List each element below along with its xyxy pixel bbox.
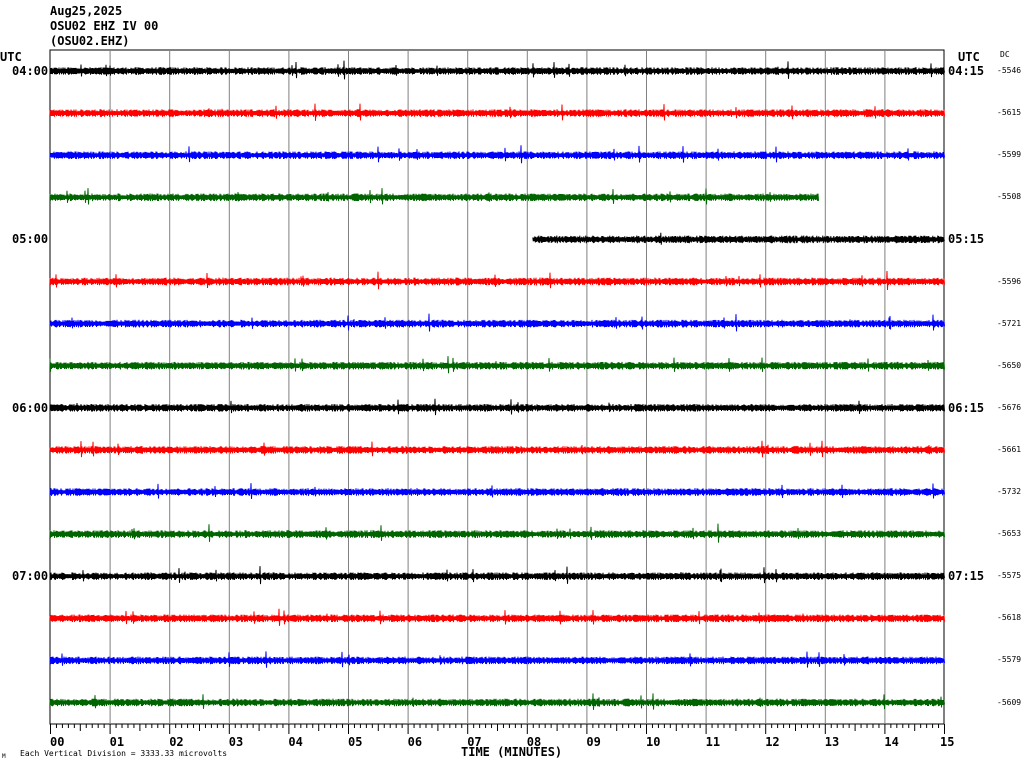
x-tick-label-10: 10 (646, 735, 661, 749)
trace-line-13 (49, 566, 945, 585)
right-hour-label-1: 04:15 (948, 64, 985, 78)
left-hour-label-3: 06:00 (12, 400, 49, 415)
dc-value-13: -5575 (997, 571, 1022, 581)
utc-right-label: UTC (958, 50, 980, 64)
trace-line-7 (49, 313, 945, 332)
dc-value-9: -5676 (997, 402, 1022, 412)
trace-line-8 (49, 356, 945, 374)
dc-value-11: -5732 (997, 487, 1022, 496)
dc-value-8: -5650 (997, 360, 1022, 370)
x-axis-label: TIME (MINUTES) (461, 745, 563, 759)
trace-line-3 (49, 145, 945, 164)
x-tick-label-12: 12 (765, 735, 780, 749)
station-label: OSU02 EHZ IV 00 (50, 19, 159, 33)
trace-layer (49, 60, 945, 710)
dc-label: DC (1000, 50, 1010, 59)
plot-frame (49, 49, 945, 725)
dc-value-10: -5661 (997, 444, 1022, 454)
trace-line-1 (49, 60, 945, 80)
trace-line-2 (49, 103, 945, 121)
x-tick-label-11: 11 (705, 735, 721, 749)
right-hour-label-3: 06:15 (948, 400, 985, 415)
x-tick-label-15: 15 (940, 735, 955, 749)
x-axis-ticks (50, 724, 945, 734)
x-tick-label-03: 03 (228, 735, 244, 749)
x-tick-label-04: 04 (288, 735, 303, 749)
trace-line-10 (49, 440, 945, 458)
trace-line-6 (49, 270, 945, 291)
x-tick-label-06: 06 (407, 735, 423, 749)
trace-line-15 (49, 651, 945, 668)
grid-layer (49, 49, 945, 725)
dc-value-6: -5596 (997, 276, 1022, 286)
utc-left-label: UTC (0, 50, 22, 64)
x-tick-label-14: 14 (884, 735, 899, 749)
x-tick-label-00: 00 (50, 735, 65, 749)
channel-code-label: (OSU02.EHZ) (50, 34, 130, 48)
dc-value-14: -5618 (997, 613, 1022, 623)
dc-value-12: -5653 (997, 529, 1022, 539)
left-hour-label-4: 07:00 (12, 569, 49, 584)
dc-value-7: -5721 (997, 318, 1022, 328)
x-tick-label-09: 09 (586, 735, 601, 749)
x-tick-label-07: 07 (467, 735, 482, 749)
x-tick-label-01: 01 (109, 735, 125, 749)
x-tick-label-05: 05 (348, 735, 363, 749)
trace-line-14 (49, 608, 945, 626)
date-label: Aug25,2025 (50, 4, 123, 18)
dc-value-15: -5579 (997, 655, 1022, 665)
trace-line-4 (49, 188, 819, 205)
trace-line-11 (49, 483, 945, 500)
x-tick-label-08: 08 (526, 735, 542, 749)
trace-line-5 (532, 232, 945, 245)
dc-value-3: -5599 (997, 150, 1022, 160)
dc-value-2: -5615 (997, 108, 1022, 118)
x-tick-label-02: 02 (169, 735, 184, 749)
dc-value-16: -5609 (997, 697, 1022, 707)
left-hour-label-2: 05:00 (12, 232, 49, 247)
right-hour-label-2: 05:15 (948, 232, 985, 247)
left-hour-label-1: 04:00 (12, 64, 49, 78)
dc-value-1: -5546 (997, 66, 1022, 75)
x-tick-label-13: 13 (824, 735, 840, 749)
trace-line-12 (49, 523, 945, 543)
scale-note: Each Vertical Division = 3333.33 microvo… (20, 749, 228, 758)
corner-mark: M (2, 753, 6, 760)
right-hour-label-4: 07:15 (948, 569, 985, 584)
trace-line-9 (49, 398, 945, 416)
dc-value-4: -5508 (997, 192, 1022, 202)
trace-line-16 (49, 693, 945, 710)
